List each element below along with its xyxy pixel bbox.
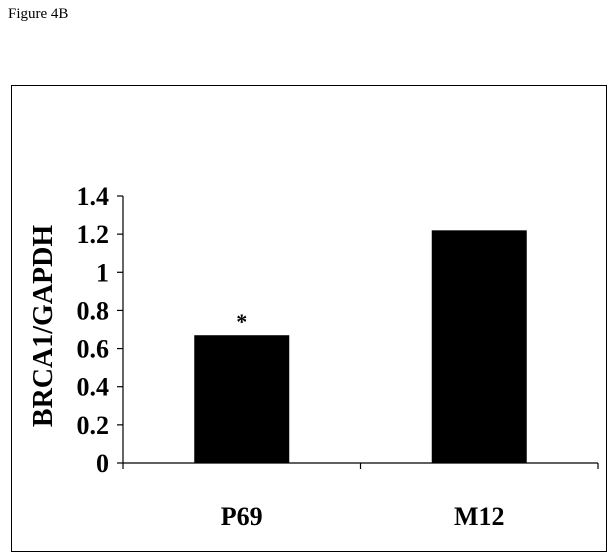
bar-m12 [431,230,527,463]
y-tick-label: 0.2 [77,411,110,440]
significance-asterisk: * [236,309,247,334]
y-tick-label: 0.6 [77,335,110,364]
y-tick-label: 1 [96,258,109,287]
y-axis-title: BRCA1/GAPDH [28,225,59,427]
figure-label: Figure 4B [8,6,69,22]
x-category-label: M12 [454,502,505,531]
chart-labels: 0 0.2 0.4 0.6 0.8 1 1.2 1.4 P69 * M12 [77,182,505,531]
x-category-label: P69 [221,502,263,531]
chart-frame [11,85,607,552]
y-tick-label: 0.8 [77,296,110,325]
y-tick-label: 0 [96,449,109,478]
chart-bars [194,230,527,463]
y-tick-label: 1.4 [77,182,110,211]
bar-p69 [194,335,290,463]
y-tick-label: 0.4 [77,373,110,402]
y-tick-label: 1.2 [77,220,110,249]
